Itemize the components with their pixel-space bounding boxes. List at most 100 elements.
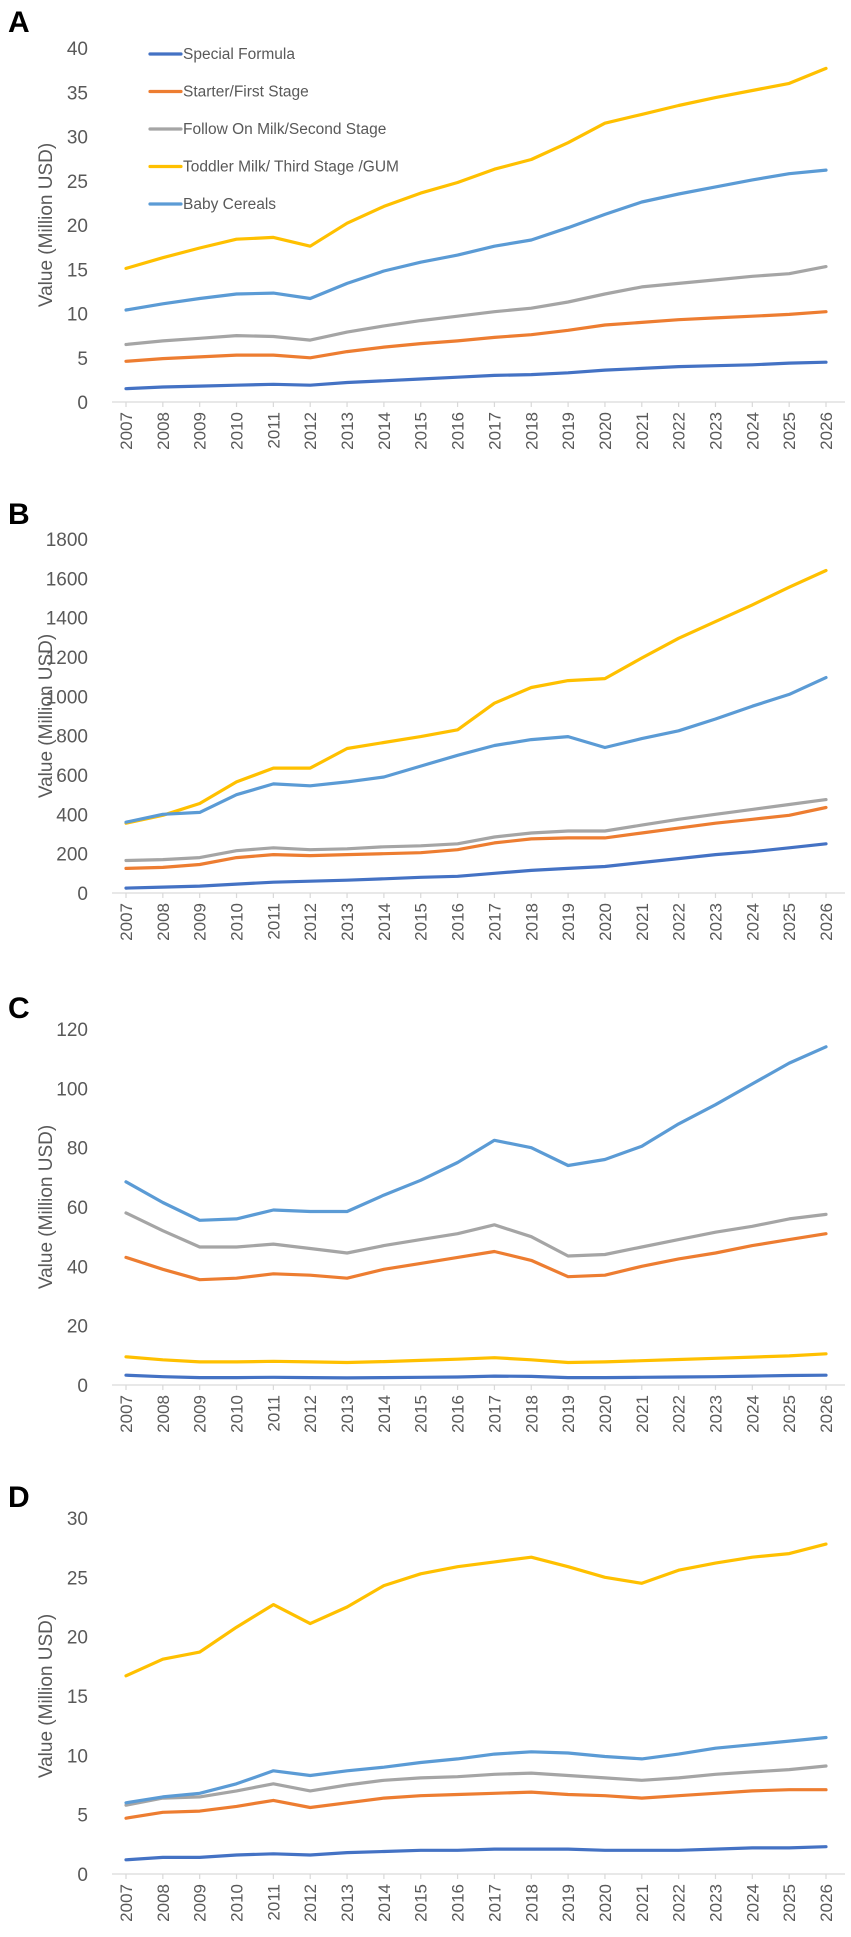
x-tick-label: 2015 (412, 1395, 431, 1433)
series-line-starter-first-stage (124, 805, 828, 871)
y-tick-label: 800 (56, 727, 88, 748)
y-tick-label: 1000 (46, 687, 88, 708)
series-line-special-formula (124, 842, 828, 890)
series-line-baby-cereals (124, 168, 828, 312)
panel-letter: C (8, 992, 30, 1025)
y-tick-label: 25 (67, 172, 88, 193)
x-tick-label: 2021 (633, 1884, 652, 1922)
x-tick-label: 2011 (264, 1395, 283, 1432)
x-tick-label: 2009 (191, 1884, 210, 1922)
x-tick-label: 2017 (485, 903, 504, 941)
x-tick-label: 2011 (264, 412, 283, 449)
series-line-follow-on-milk-second-stage (124, 265, 828, 347)
y-tick-label: 30 (67, 1509, 88, 1530)
series-line-baby-cereals (124, 1735, 828, 1805)
x-tick-label: 2010 (228, 412, 247, 450)
y-tick-label: 100 (56, 1079, 88, 1100)
x-tick-label: 2012 (301, 412, 320, 450)
x-tick-label: 2019 (559, 412, 578, 450)
x-tick-label: 2014 (375, 1395, 394, 1433)
legend-label-baby-cereals: Baby Cereals (183, 196, 276, 213)
series-line-special-formula (124, 1845, 828, 1862)
x-tick-label: 2023 (706, 1395, 725, 1433)
x-tick-label: 2019 (559, 1395, 578, 1433)
y-tick-label: 25 (67, 1568, 88, 1589)
y-tick-label: 35 (67, 83, 88, 104)
x-tick-label: 2007 (117, 412, 136, 450)
x-tick-label: 2012 (301, 903, 320, 941)
x-tick-label: 2015 (412, 903, 431, 941)
x-tick-label: 2016 (449, 1884, 468, 1922)
x-tick-label: 2026 (817, 412, 836, 450)
series-line-follow-on-milk-second-stage (124, 1764, 828, 1807)
x-tick-label: 2009 (191, 1395, 210, 1433)
x-tick-label: 2022 (670, 1884, 689, 1922)
y-tick-label: 0 (77, 1865, 88, 1886)
x-tick-label: 2012 (301, 1395, 320, 1433)
series-line-baby-cereals (124, 675, 828, 824)
x-tick-label: 2018 (522, 412, 541, 450)
x-tick-label: 2026 (817, 1884, 836, 1922)
panel-b: B Value (Million USD) 0 200 400 600 800 1000 120… (8, 498, 845, 941)
y-tick-label: 60 (67, 1198, 88, 1219)
y-tick-label: 600 (56, 766, 88, 787)
x-tick-label: 2020 (596, 412, 615, 450)
x-tick-label: 2010 (228, 1884, 247, 1922)
series-line-starter-first-stage (124, 310, 828, 363)
y-tick-label: 400 (56, 805, 88, 826)
x-tick-label: 2026 (817, 1395, 836, 1433)
x-tick-label: 2007 (117, 1884, 136, 1922)
y-tick-label: 1800 (46, 530, 88, 551)
y-tick-label: 0 (77, 393, 88, 414)
x-tick-label: 2012 (301, 1884, 320, 1922)
x-tick-label: 2020 (596, 1884, 615, 1922)
x-tick-label: 2021 (633, 412, 652, 450)
y-tick-label: 0 (77, 884, 88, 905)
x-tick-label: 2024 (743, 903, 762, 941)
series-line-toddler-milk-third-stage-gum (124, 66, 828, 270)
x-tick-label: 2013 (338, 1884, 357, 1922)
x-tick-label: 2023 (706, 1884, 725, 1922)
x-tick-label: 2014 (375, 412, 394, 450)
x-tick-label: 2010 (228, 903, 247, 941)
y-axis-label: Value (Million USD) (36, 634, 57, 798)
x-tick-label: 2025 (780, 1884, 799, 1922)
panel-letter: D (8, 1481, 30, 1514)
y-tick-label: 1600 (46, 569, 88, 590)
x-tick-label: 2008 (154, 903, 173, 941)
series-line-baby-cereals (124, 1045, 828, 1222)
x-tick-label: 2026 (817, 903, 836, 941)
y-tick-label: 20 (67, 1628, 88, 1649)
x-tick-label: 2023 (706, 903, 725, 941)
x-tick-label: 2017 (485, 412, 504, 450)
legend-label-starter-first-stage: Starter/First Stage (183, 84, 309, 101)
x-tick-label: 2009 (191, 903, 210, 941)
x-tick-label: 2010 (228, 1395, 247, 1433)
x-tick-label: 2023 (706, 412, 725, 450)
x-tick-label: 2022 (670, 903, 689, 941)
y-axis-label: Value (Million USD) (36, 143, 57, 307)
series-line-starter-first-stage (124, 1232, 828, 1282)
y-tick-label: 15 (67, 1687, 88, 1708)
x-tick-label: 2016 (449, 412, 468, 450)
y-tick-label: 80 (67, 1139, 88, 1160)
y-tick-label: 5 (77, 349, 88, 370)
x-tick-label: 2014 (375, 1884, 394, 1922)
x-tick-label: 2016 (449, 903, 468, 941)
y-tick-label: 20 (67, 216, 88, 237)
x-tick-label: 2020 (596, 903, 615, 941)
y-tick-label: 1200 (46, 648, 88, 669)
x-tick-label: 2021 (633, 903, 652, 941)
x-tick-label: 2008 (154, 412, 173, 450)
y-tick-label: 30 (67, 128, 88, 149)
x-tick-label: 2008 (154, 1884, 173, 1922)
x-tick-label: 2013 (338, 412, 357, 450)
x-tick-label: 2022 (670, 1395, 689, 1433)
legend-label-special-formula: Special Formula (183, 46, 295, 63)
x-tick-label: 2018 (522, 1395, 541, 1433)
x-tick-label: 2017 (485, 1395, 504, 1433)
x-tick-label: 2015 (412, 412, 431, 450)
legend-label-toddler-milk-third-stage-gum: Toddler Milk/ Third Stage /GUM (183, 159, 399, 176)
